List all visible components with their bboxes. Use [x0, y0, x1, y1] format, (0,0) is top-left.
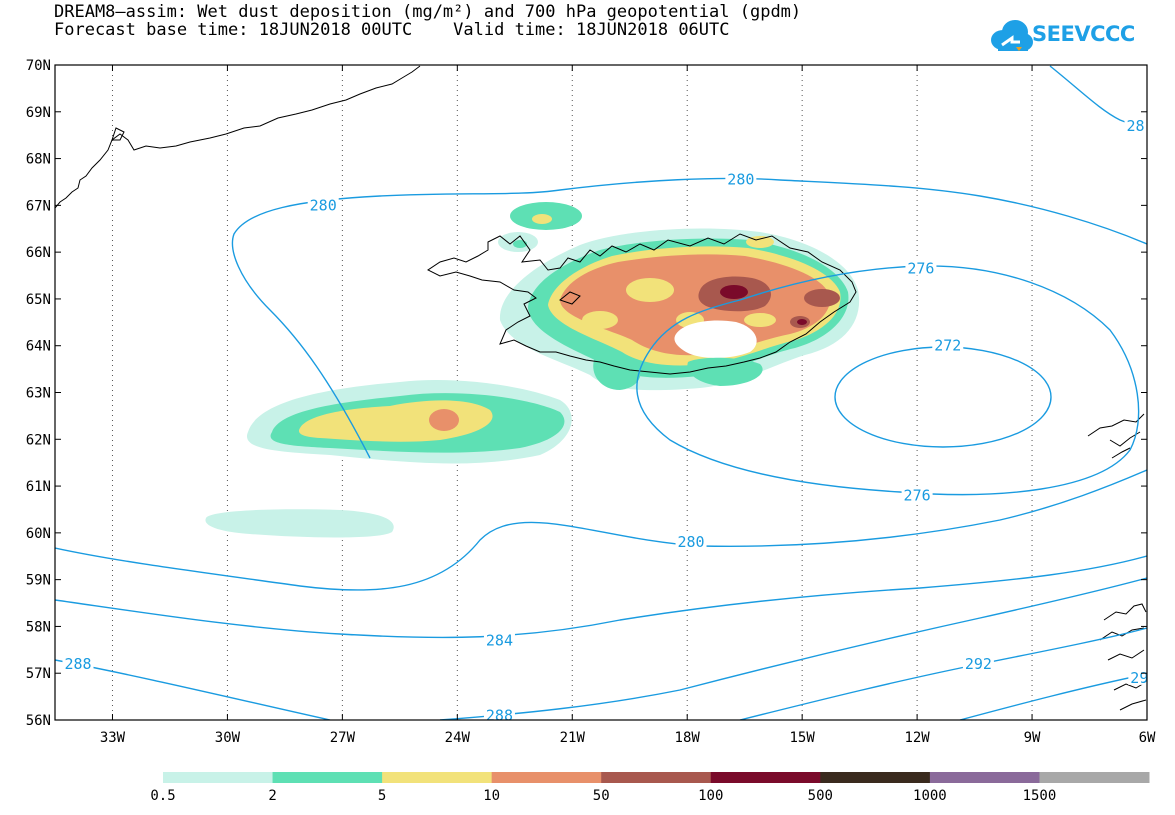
legend-label: 10: [483, 788, 500, 804]
lat-label: 67N: [26, 198, 51, 214]
legend-label: 100: [698, 788, 723, 804]
lon-label: 24W: [445, 730, 471, 746]
dust-deposition-field: [205, 202, 860, 538]
contour-label-bg: [905, 259, 937, 276]
lat-label: 57N: [26, 666, 51, 682]
contour-label: 280: [727, 171, 754, 189]
forecast-times: Forecast base time: 18JUN2018 00UTC Vali…: [54, 20, 730, 40]
lat-label: 69N: [26, 105, 51, 121]
geopotential-contours: [55, 65, 1147, 720]
lat-label: 64N: [26, 339, 51, 355]
contour-label: 280: [310, 196, 337, 214]
contour-label: 292: [965, 655, 992, 673]
lat-label: 60N: [26, 526, 51, 542]
lat-label: 63N: [26, 386, 51, 402]
latitude-labels: 70N 69N 68N 67N 66N 65N 64N 63N 62N 61N 60N 59N 58N 5…: [26, 58, 1147, 729]
contour-label: 284: [486, 631, 513, 649]
longitude-labels: 33W 30W 27W 24W 21W 18W 15W 12W 9W 6W: [100, 65, 1156, 746]
legend-swatch: [491, 772, 602, 783]
contour-label: 276: [907, 260, 934, 278]
lat-label: 61N: [26, 479, 51, 495]
legend-swatch: [929, 772, 1040, 783]
contour-label-bg: [483, 706, 515, 720]
contour-label-bg: [62, 654, 94, 671]
contour-label-bg: [307, 196, 339, 213]
lat-label: 66N: [26, 245, 51, 261]
legend-label: 1000: [913, 788, 947, 804]
contour-label-bg: [725, 170, 757, 187]
lon-label: 30W: [215, 730, 241, 746]
legend-label: 2: [268, 788, 276, 804]
lat-label: 68N: [26, 152, 51, 168]
color-legend: 0.5 2 5 10 50 100 500 1000 1500: [150, 772, 1150, 804]
cloud-icon: [991, 20, 1033, 51]
contour-label-bg: [962, 654, 994, 671]
lat-label: 70N: [26, 58, 51, 74]
map-title: DREAM8–assim: Wet dust deposition (mg/m²…: [54, 2, 802, 22]
lat-label: 62N: [26, 432, 51, 448]
contour-label: 272: [934, 337, 961, 355]
contour-label: 288: [486, 706, 513, 724]
legend-label: 1500: [1023, 788, 1057, 804]
lon-label: 27W: [330, 730, 356, 746]
contour-label: 276: [904, 486, 931, 504]
seevccc-logo: SEEVCCC: [990, 18, 1140, 58]
lat-label: 56N: [26, 713, 51, 729]
lat-label: 59N: [26, 573, 51, 589]
contour-label: 29: [1130, 669, 1148, 687]
legend-swatch: [601, 772, 712, 783]
legend-label: 5: [378, 788, 386, 804]
contour-label: 280: [677, 533, 704, 551]
contour-label: 28: [1126, 117, 1144, 135]
legend-swatch: [710, 772, 821, 783]
map-frame: [54, 64, 1148, 721]
lat-label: 58N: [26, 619, 51, 635]
legend-label: 0.5: [150, 788, 175, 804]
lon-label: 12W: [904, 730, 930, 746]
legend-swatch: [382, 772, 493, 783]
logo-text: SEEVCCC: [1032, 22, 1135, 46]
legend-swatch: [272, 772, 383, 783]
legend-swatch: [163, 772, 274, 783]
contour-labels: 280 280 28 276 272 276 280 284 288 288 292 29: [62, 116, 1148, 724]
lon-label: 33W: [100, 730, 126, 746]
legend-swatch: [820, 772, 931, 783]
legend-label: 500: [808, 788, 833, 804]
contour-label-bg: [901, 486, 933, 503]
lon-label: 15W: [790, 730, 816, 746]
contour-label-bg: [483, 631, 515, 648]
contour-label-bg: [675, 533, 707, 550]
legend-swatch: [1039, 772, 1150, 783]
lon-label: 18W: [675, 730, 701, 746]
lat-label: 65N: [26, 292, 51, 308]
contour-label-bg: [932, 336, 964, 353]
lon-label: 6W: [1139, 730, 1156, 746]
coastlines: [55, 65, 1147, 711]
contour-label-bg: [1124, 116, 1147, 133]
legend-label: 50: [593, 788, 610, 804]
graticule: [111, 65, 1033, 720]
contour-label: 288: [64, 655, 91, 673]
lon-label: 21W: [560, 730, 586, 746]
lon-label: 9W: [1024, 730, 1041, 746]
